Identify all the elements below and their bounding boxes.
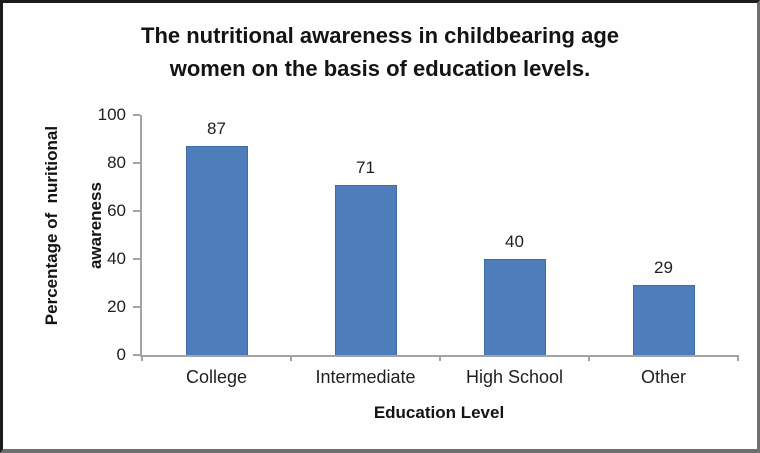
- x-tick-mark: [141, 355, 143, 361]
- bar-value-label-college: 87: [207, 119, 226, 139]
- y-tick-label-60: 60: [107, 201, 126, 220]
- y-tick-mark: [133, 114, 140, 116]
- bar-other: [632, 285, 695, 355]
- x-tick-label-college: College: [185, 367, 248, 387]
- bar-value-label-high-school: 40: [505, 232, 524, 251]
- y-tick-mark: [133, 258, 140, 260]
- y-tick-label-20: 20: [107, 297, 126, 316]
- chart-title-line-1: The nutritional awareness in childbearin…: [141, 23, 619, 48]
- chart-title-line-2: women on the basis of education levels.: [169, 56, 591, 81]
- x-axis-title: Education Level: [373, 403, 505, 422]
- x-tick-label-other: Other: [640, 367, 687, 387]
- x-tick-label-high-school: High School: [465, 367, 564, 387]
- y-axis-title-line-1: Percentage of nuritional: [42, 125, 61, 326]
- bar-high-school: [483, 259, 546, 355]
- x-tick-mark: [290, 355, 292, 361]
- y-axis-title: Percentage of nuritional awareness: [19, 85, 105, 385]
- plot-area: 0 20 40 60 80 100 87 College 71 Intermediate 40 Hig…: [98, 105, 739, 387]
- y-axis-title-line-2: awareness: [86, 182, 105, 270]
- y-tick-label-100: 100: [97, 105, 126, 124]
- bar-college: [185, 146, 248, 355]
- y-tick-label-40: 40: [107, 249, 126, 268]
- x-tick-label-intermediate: Intermediate: [315, 367, 416, 387]
- bar-value-label-intermediate: 71: [356, 157, 375, 177]
- y-tick-mark: [133, 210, 140, 212]
- y-tick-mark: [133, 162, 140, 164]
- y-tick-mark: [133, 306, 140, 308]
- chart-title: The nutritional awareness in childbearin…: [3, 19, 757, 85]
- x-tick-mark: [439, 355, 441, 361]
- y-tick-label-0: 0: [116, 345, 126, 364]
- y-tick-label-80: 80: [107, 153, 126, 172]
- x-tick-mark: [737, 355, 739, 361]
- y-tick-mark: [133, 354, 140, 356]
- bar-intermediate: [334, 184, 397, 355]
- bar-value-label-other: 29: [654, 258, 673, 278]
- x-tick-mark: [588, 355, 590, 361]
